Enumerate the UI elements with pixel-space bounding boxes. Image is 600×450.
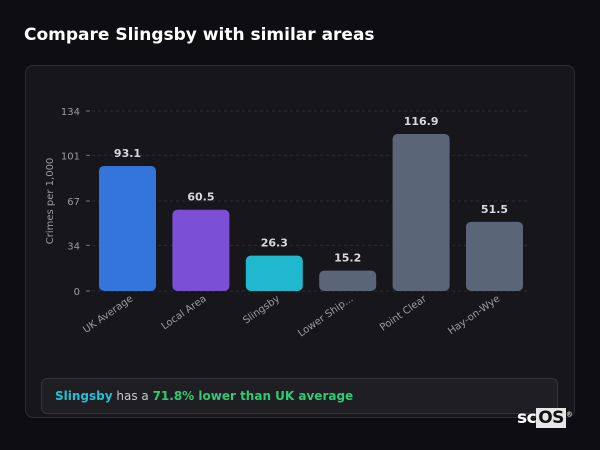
page-title: Compare Slingsby with similar areas [24,25,375,45]
data-label: 51.5 [481,203,508,216]
x-tick-label: Slingsby [241,293,282,326]
bar[interactable] [319,270,377,291]
y-tick-label: 0 [74,287,80,298]
data-label: 26.3 [261,237,288,250]
x-tick-label: Lower Ship... [296,293,355,339]
bar[interactable] [245,255,303,291]
bar[interactable] [99,165,156,291]
summary-text: has a [112,389,153,403]
y-tick-label: 134 [61,107,80,118]
x-tick-label: Point Clear [378,293,429,334]
y-tick-label: 34 [67,241,80,252]
bar[interactable] [466,221,523,291]
y-axis-label: Crimes per 1,000 [45,158,56,245]
data-label: 15.2 [334,252,361,265]
y-tick-label: 67 [67,197,80,208]
data-label: 116.9 [404,115,439,128]
bar[interactable] [392,133,450,291]
comparison-summary: Slingsby has a 71.8% lower than UK avera… [41,378,558,414]
y-tick-label: 101 [61,151,80,162]
comparison-value: 71.8% lower than UK average [152,389,354,403]
x-tick-label: Hay-on-Wye [446,293,502,337]
area-name: Slingsby [55,389,113,403]
bar[interactable] [172,209,230,291]
data-label: 93.1 [114,147,141,160]
x-tick-label: Local Area [160,293,209,332]
data-label: 60.5 [187,191,214,204]
scos-logo: sc OS ® [517,408,573,428]
x-tick-label: UK Average [81,293,135,335]
